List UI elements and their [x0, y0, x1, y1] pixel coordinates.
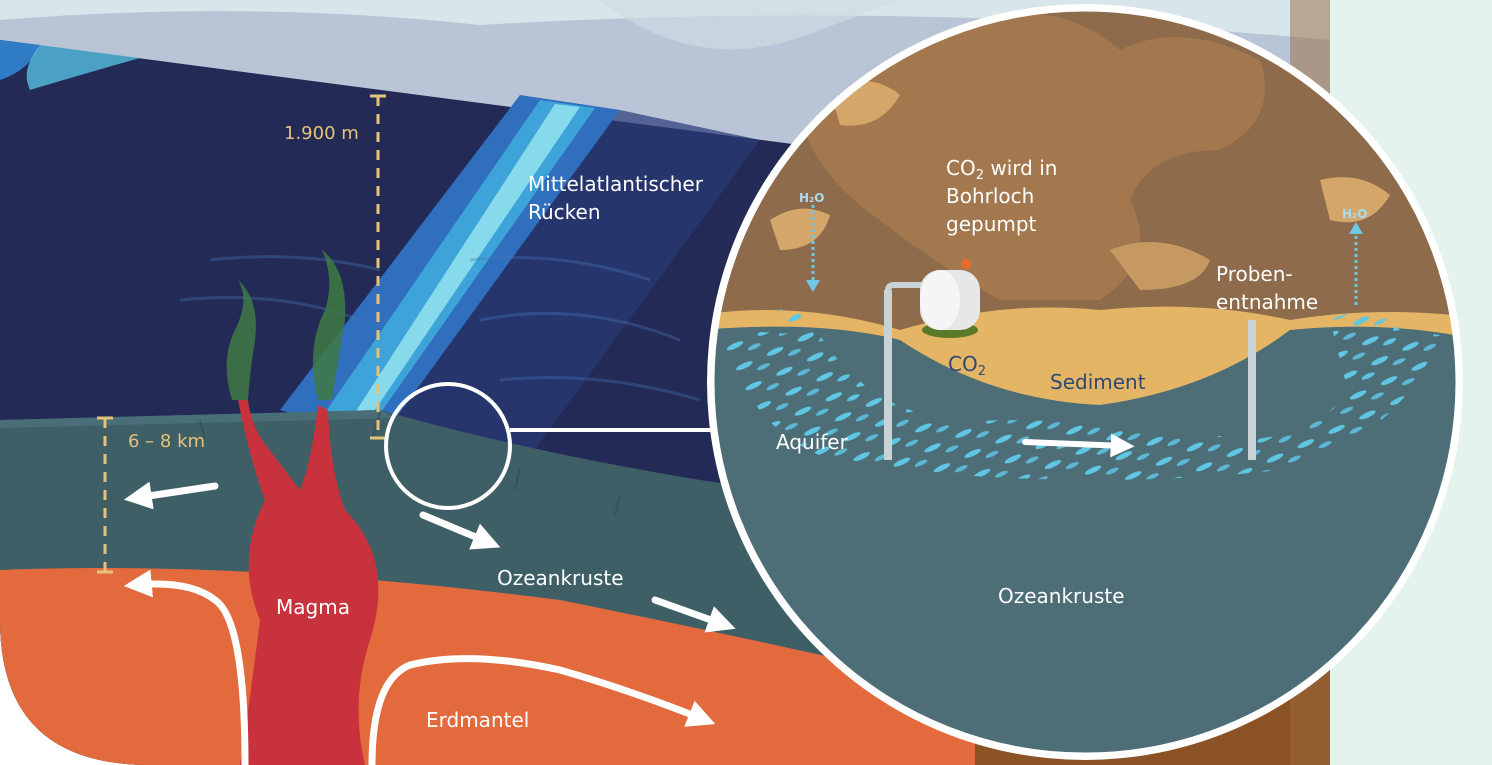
h2o-left-label: H₂O [799, 191, 825, 205]
crust-depth-label: 6 – 8 km [128, 431, 206, 452]
ridge-label-line1: Mittelatlantischer [528, 172, 703, 196]
inset-ocean-crust-label: Ozeankruste [998, 584, 1125, 608]
magma-label: Magma [276, 595, 350, 619]
flow-arrows [123, 481, 736, 765]
inset-detail [707, 4, 1463, 760]
co2-pumped-label-line1: CO2 wird in [946, 156, 1058, 183]
aquifer-water [720, 330, 1440, 480]
ocean-crust-label: Ozeankruste [497, 566, 624, 590]
magma-plume [238, 400, 379, 765]
vent-smoke [226, 250, 346, 400]
mantle-label: Erdmantel [426, 708, 530, 732]
sediment-label: Sediment [1050, 370, 1146, 394]
zoom-marker-circle [384, 382, 512, 510]
co2-pumped-label-line2: Bohrloch [946, 184, 1035, 208]
aquifer-label: Aquifer [776, 430, 848, 454]
sampling-label-line1: Proben- [1216, 262, 1293, 286]
sampling-well [1248, 320, 1256, 460]
co2-small-label: CO2 [948, 352, 986, 379]
sediment-layer [713, 306, 1457, 405]
ridge-label-line2: Rücken [528, 200, 601, 224]
water-depth-label: 1.900 m [284, 123, 359, 144]
mid-atlantic-ridge [280, 95, 760, 470]
injection-well [884, 290, 892, 460]
co2-pumped-label-line3: gepumpt [946, 212, 1037, 236]
h2o-right-label: H₂O [1342, 207, 1368, 221]
sampling-label-line2: entnahme [1216, 290, 1319, 314]
co2-tank [920, 259, 980, 338]
